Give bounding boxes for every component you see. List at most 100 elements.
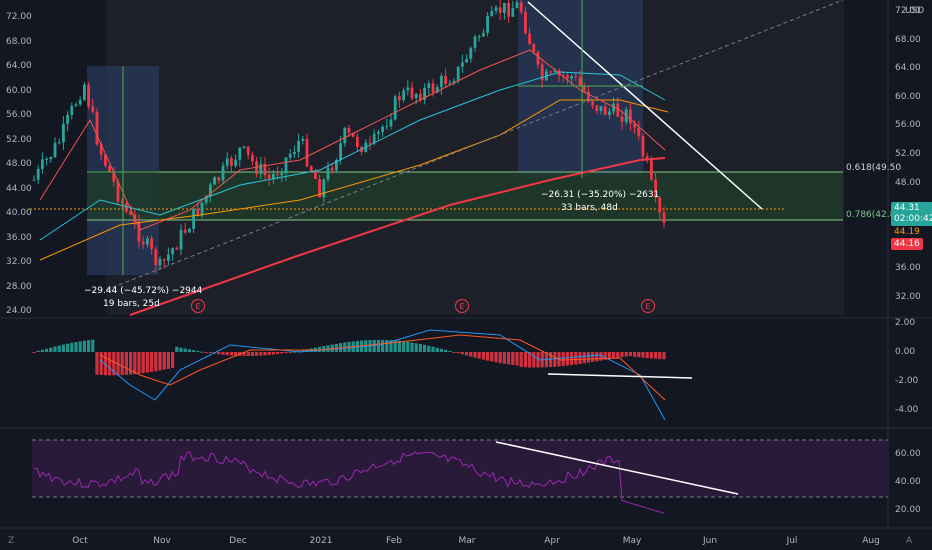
earnings-marker[interactable]: E bbox=[641, 299, 655, 313]
candle-body bbox=[368, 142, 372, 144]
rsi-line bbox=[33, 451, 665, 514]
left-axis-tick: 24.00 bbox=[6, 306, 32, 316]
candle-body bbox=[196, 208, 200, 216]
candle-body bbox=[293, 151, 296, 155]
macd-bar bbox=[565, 352, 569, 366]
macd-bar bbox=[318, 346, 322, 352]
macd-bar bbox=[234, 352, 238, 356]
macd-bar bbox=[61, 344, 65, 352]
month-tick: 2021 bbox=[309, 536, 333, 546]
macd-bar bbox=[628, 352, 632, 357]
last-price: 44.31 bbox=[894, 203, 920, 213]
macd-bar bbox=[36, 350, 40, 352]
candle-body bbox=[158, 259, 162, 266]
macd-bar bbox=[326, 345, 330, 352]
macd-bar bbox=[561, 352, 565, 367]
macd-bar bbox=[616, 352, 620, 358]
last-price-tag: 44.31 02:00:42 bbox=[891, 202, 932, 226]
candle-body bbox=[608, 111, 611, 115]
candle-body bbox=[45, 159, 48, 161]
candle-body bbox=[658, 197, 662, 213]
macd-bar bbox=[519, 352, 523, 368]
candle-body bbox=[431, 83, 435, 93]
macd-bar bbox=[124, 352, 128, 375]
candle-body bbox=[230, 158, 233, 166]
macd-bar bbox=[662, 352, 666, 360]
moving-averages bbox=[39, 49, 669, 316]
auto-scale-button[interactable]: A bbox=[906, 536, 913, 546]
candle-body bbox=[309, 166, 313, 172]
macd-bar bbox=[187, 349, 191, 352]
macd-bar bbox=[444, 349, 448, 352]
ma-200 bbox=[129, 157, 666, 316]
right-axis-tick: 36.00 bbox=[895, 263, 921, 274]
macd-bar bbox=[179, 347, 183, 352]
price-tag-3: 44.16 bbox=[891, 238, 923, 250]
macd-bar bbox=[263, 352, 267, 356]
candle-body bbox=[314, 171, 317, 179]
candle-body bbox=[524, 11, 527, 34]
candle-body bbox=[284, 157, 288, 174]
candle-body bbox=[440, 75, 443, 88]
candle-body bbox=[70, 105, 74, 115]
macd-bar bbox=[49, 347, 53, 352]
macd-bar bbox=[208, 352, 212, 354]
earnings-marker[interactable]: E bbox=[191, 299, 205, 313]
macd-bar bbox=[641, 352, 645, 358]
macd-bar bbox=[586, 352, 590, 363]
rsi-axis-tick: 60.00 bbox=[895, 449, 921, 459]
right-axis-tick: 60.00 bbox=[895, 91, 921, 102]
candle-body bbox=[225, 158, 229, 166]
right-axis-tick: 48.00 bbox=[895, 177, 921, 188]
earnings-marker[interactable]: E bbox=[455, 299, 469, 313]
macd-bar bbox=[427, 345, 431, 352]
macd-bar bbox=[486, 352, 490, 361]
candle-body bbox=[192, 208, 195, 229]
macd-bar bbox=[595, 352, 599, 362]
macd-bar bbox=[376, 339, 380, 352]
candle-body bbox=[469, 47, 473, 59]
macd-bar bbox=[452, 352, 456, 353]
candle-body bbox=[587, 91, 590, 102]
macd-bar bbox=[271, 352, 275, 355]
candle-body bbox=[78, 99, 82, 105]
macd-bar bbox=[45, 348, 49, 352]
macd-bar bbox=[612, 352, 616, 359]
macd-bar bbox=[456, 352, 460, 354]
macd-bar bbox=[91, 339, 95, 352]
candle-body bbox=[141, 241, 145, 245]
rsi-axis-tick: 40.00 bbox=[895, 477, 921, 487]
candle-body bbox=[238, 147, 242, 160]
left-axis-tick: 72.00 bbox=[6, 12, 32, 22]
highlight-range bbox=[106, 0, 844, 315]
candle-body bbox=[650, 160, 653, 180]
macd-bar bbox=[255, 352, 259, 356]
macd-bar bbox=[498, 352, 502, 364]
macd-bar bbox=[473, 352, 477, 358]
candle-body bbox=[36, 168, 40, 180]
candle-body bbox=[356, 136, 359, 147]
macd-bar bbox=[570, 352, 574, 366]
macd-bar bbox=[133, 352, 137, 375]
candle-body bbox=[259, 163, 263, 174]
timezone-button[interactable]: Z bbox=[8, 536, 15, 546]
macd-bar bbox=[301, 350, 305, 352]
candle-body bbox=[456, 66, 460, 81]
macd-bar bbox=[229, 352, 233, 356]
left-axis-tick: 60.00 bbox=[6, 85, 32, 96]
candle-body bbox=[66, 114, 69, 124]
macd-bar bbox=[288, 352, 292, 353]
candle-body bbox=[108, 165, 111, 173]
fib-zone bbox=[87, 172, 843, 220]
candle-body bbox=[217, 177, 221, 181]
month-tick: Aug bbox=[862, 536, 880, 546]
macd-bar bbox=[183, 348, 187, 352]
candle-body bbox=[507, 2, 510, 17]
macd-bar bbox=[490, 352, 494, 362]
candle-body bbox=[461, 62, 464, 67]
macd-bar bbox=[276, 352, 280, 355]
measure-1-bars: 19 bars, 25d bbox=[103, 299, 160, 309]
macd-bar bbox=[477, 352, 481, 359]
macd-bar bbox=[137, 352, 141, 374]
